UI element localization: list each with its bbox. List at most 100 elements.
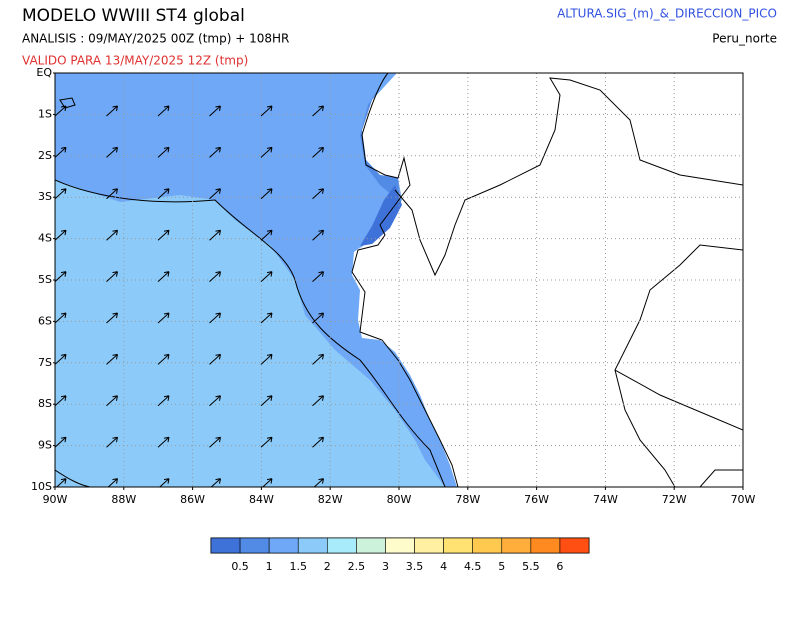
analysis: ANALISIS : 09/MAY/2025 00Z (tmp) + 108HR [22,32,289,46]
colorbar-label: 1 [266,560,273,573]
direction-arrow [209,312,221,324]
colorbar-swatch [210,537,241,554]
direction-arrow [260,312,273,324]
direction-arrow [209,436,221,448]
direction-arrow [260,436,273,448]
direction-arrow [260,395,273,407]
region: Peru_norte [712,32,777,46]
direction-arrow [55,229,67,241]
direction-arrow [312,188,324,200]
direction-arrow [312,436,324,448]
lat-label: 8S [38,397,52,410]
lon-label: 90W [43,493,68,506]
lon-label: 80W [387,493,412,506]
direction-arrow [157,436,170,448]
lat-label: 10S [31,480,52,493]
colorbar-label: 3.5 [406,560,424,573]
colorbar-swatch [443,537,473,554]
wave-area-0-0.5 [360,185,402,246]
direction-arrow [55,271,67,282]
lon-label: 88W [111,493,136,506]
lat-label: 4S [38,232,52,245]
direction-arrow [312,229,324,241]
lat-label: 5S [38,273,52,286]
wave-area-1.5-2 [55,180,445,487]
direction-arrow [209,271,221,282]
colorbar-swatch [297,537,328,554]
colorbar-swatch [559,537,590,554]
colorbar-swatch [501,537,532,554]
direction-arrow [106,271,118,282]
colorbar-swatch [385,537,415,554]
coastline [55,97,91,487]
direction-arrow [106,188,118,200]
colorbar-swatch [327,537,357,554]
direction-arrow [55,353,67,365]
lon-label: 74W [593,493,618,506]
direction-arrow [157,395,170,407]
direction-arrow [55,105,67,117]
direction-arrow [260,353,273,365]
map [55,73,743,487]
lon-label: 84W [249,493,274,506]
lon-label: 86W [180,493,205,506]
colorbar-label: 3 [382,560,389,573]
lat-label: 7S [38,356,52,369]
colorbar-label: 5.5 [522,560,540,573]
colorbar-label: 1.5 [289,560,307,573]
title: MODELO WWIII ST4 global [22,6,245,26]
lat-label: 9S [38,439,52,452]
direction-arrow [260,188,273,200]
lon-label: 78W [455,493,480,506]
direction-arrow [209,188,221,200]
colorbar-swatch [414,537,444,554]
coastline [351,73,743,487]
direction-arrow [157,188,170,200]
direction-arrow [55,188,67,200]
direction-arrow [260,229,273,241]
direction-arrow [157,353,170,365]
direction-arrow [157,271,170,282]
lon-label: 70W [731,493,756,506]
lat-label: 1S [38,107,52,120]
lat-label: 2S [38,149,52,162]
lon-label: 76W [524,493,549,506]
direction-arrow [157,105,170,117]
direction-arrow [55,146,67,158]
direction-arrow [106,105,118,117]
direction-arrow [209,353,221,365]
colorbar-swatch [268,537,299,554]
colorbar-swatch [530,537,561,554]
direction-arrow [312,353,324,365]
colorbar-label: 6 [556,560,563,573]
direction-arrow [260,105,273,117]
colorbar-label: 2.5 [348,560,366,573]
colorbar-label: 0.5 [231,560,249,573]
colorbar-label: 2 [324,560,331,573]
direction-arrow [106,436,118,448]
direction-arrow [260,271,273,282]
direction-arrow [157,229,170,241]
direction-arrow [106,395,118,407]
direction-arrow [55,436,67,448]
lat-label: 6S [38,314,52,327]
direction-arrow [106,353,118,365]
direction-arrow [157,146,170,158]
colorbar-label: 5 [498,560,505,573]
direction-arrow [55,395,67,407]
direction-arrow [209,395,221,407]
colorbar-swatch [356,537,386,554]
lon-label: 72W [662,493,687,506]
direction-arrow [312,312,324,324]
variable: ALTURA.SIG_(m)_&_DIRECCION_PICO [557,7,777,21]
direction-arrow [312,146,324,158]
direction-arrow [209,229,221,241]
direction-arrow [260,146,273,158]
direction-arrow [312,271,324,282]
direction-arrow [106,312,118,324]
direction-arrow [106,229,118,241]
coastline [55,179,446,487]
lat-label: EQ [36,66,52,79]
direction-arrow [106,146,118,158]
